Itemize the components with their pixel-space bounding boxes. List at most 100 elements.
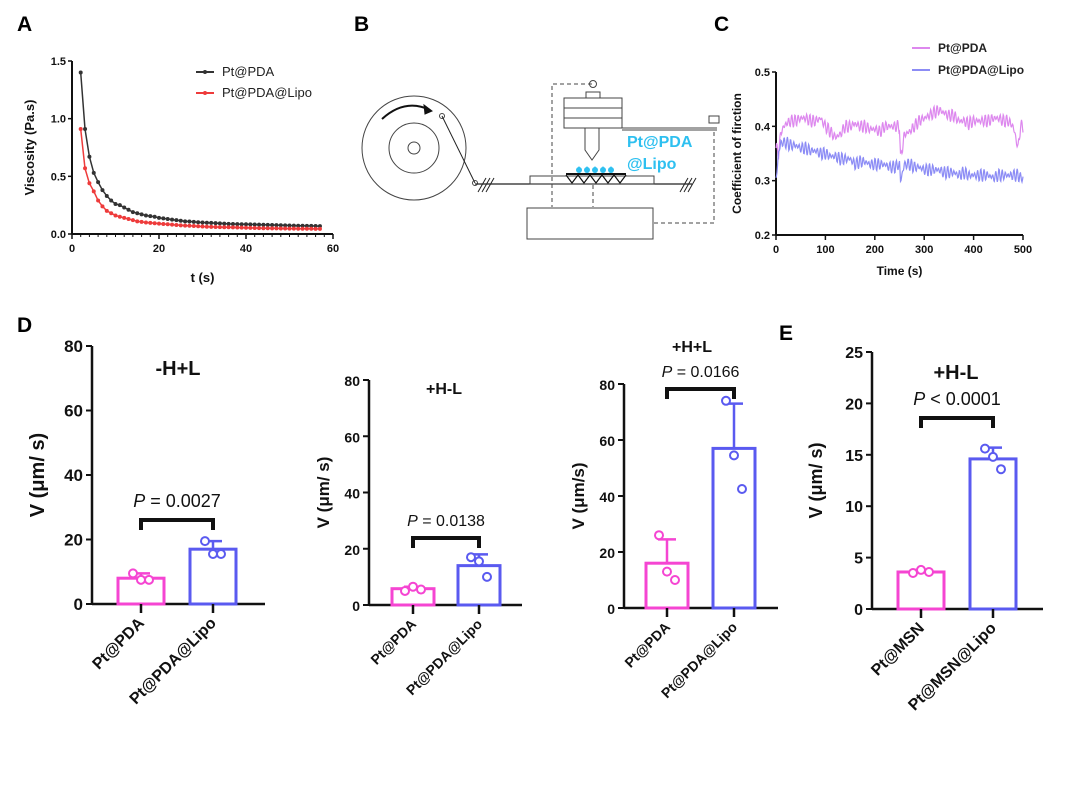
data-point <box>148 214 153 219</box>
p-value: < 0.0001 <box>925 389 1001 409</box>
arrow-head-icon <box>423 103 433 115</box>
data-point <box>239 222 244 227</box>
bar-pt-msn <box>896 570 946 611</box>
data-point <box>300 223 305 228</box>
data-point <box>300 226 305 231</box>
data-point <box>117 214 122 219</box>
x-category-label: Pt@PDA <box>367 616 419 668</box>
chart-title: -H+L <box>156 358 201 380</box>
data-point <box>139 212 144 217</box>
y-tick-label: 40 <box>599 489 615 505</box>
data-point <box>988 451 998 462</box>
x-tick-label: 0 <box>69 243 75 255</box>
data-point <box>729 450 739 461</box>
data-point <box>178 218 183 223</box>
panel-letter-a: A <box>17 13 32 36</box>
data-point <box>165 217 170 222</box>
data-point <box>104 208 109 213</box>
data-point <box>662 566 672 577</box>
data-point <box>122 215 127 220</box>
y-tick-label: 25 <box>845 345 863 362</box>
data-point <box>291 226 296 231</box>
diagram-label-line2: @Lipo <box>627 156 677 173</box>
p-symbol: P <box>662 364 673 381</box>
data-point <box>996 464 1006 475</box>
legend-label: Pt@PDA@Lipo <box>938 63 1024 77</box>
data-point <box>222 225 227 230</box>
data-point <box>165 222 170 227</box>
data-point <box>416 584 426 595</box>
bar-pt-pda-lipo <box>456 564 502 607</box>
base-block <box>526 207 654 240</box>
data-point <box>248 222 253 227</box>
significance-bracket <box>139 518 215 530</box>
chart-title: +H+L <box>672 339 712 356</box>
data-point <box>265 226 270 231</box>
data-point <box>208 549 218 560</box>
series-line-pt-pda-lipo <box>775 136 1024 185</box>
data-point <box>924 566 934 577</box>
disk-hub <box>407 141 421 155</box>
panel-letter-b: B <box>354 13 369 36</box>
data-point <box>230 225 235 230</box>
data-point <box>317 224 322 229</box>
connecting-rod <box>441 115 476 184</box>
y-tick-label: 0.0 <box>51 229 66 241</box>
data-point <box>204 224 209 229</box>
data-point <box>157 215 161 220</box>
fixed-support-right-icon <box>679 177 697 193</box>
y-axis-label: Coefficient of firction <box>730 93 744 214</box>
legend-label: Pt@PDA <box>938 41 987 55</box>
data-point <box>191 219 196 224</box>
data-point <box>278 223 283 228</box>
data-point <box>283 223 288 228</box>
data-point <box>265 222 270 227</box>
data-point <box>96 198 101 203</box>
legend-marker <box>203 91 207 95</box>
signal-wires <box>551 83 715 224</box>
data-point <box>178 223 183 228</box>
tribometer-diagram <box>361 80 720 240</box>
data-point <box>148 220 153 225</box>
data-point <box>313 226 318 231</box>
friction-chart: 0.2 0.3 0.4 0.5 0 100 200 300 400 500 Time (s) Coef… <box>730 41 1032 278</box>
data-point <box>213 221 218 226</box>
y-tick-label: 0.5 <box>755 67 770 79</box>
data-point <box>200 224 205 229</box>
y-tick-label: 20 <box>344 542 360 558</box>
y-tick-label: 80 <box>344 373 360 389</box>
significance-bracket <box>919 416 995 428</box>
data-point <box>161 216 166 221</box>
data-point <box>239 225 244 230</box>
data-point <box>274 223 279 228</box>
data-point <box>91 170 96 175</box>
data-point <box>283 226 288 231</box>
data-point <box>196 220 201 225</box>
data-point <box>261 226 266 231</box>
data-point <box>187 223 192 228</box>
y-tick-label: 10 <box>845 499 863 516</box>
y-tick-label: 0.4 <box>755 121 771 133</box>
load-head <box>563 97 623 129</box>
data-point <box>287 226 292 231</box>
load-cap <box>585 91 601 99</box>
data-point <box>139 219 144 224</box>
x-axis-label: Time (s) <box>877 264 923 278</box>
data-point <box>109 211 114 216</box>
data-point <box>183 223 188 228</box>
x-tick-label: 200 <box>866 244 884 256</box>
data-point <box>126 217 131 222</box>
data-point <box>296 226 301 231</box>
disk-inner <box>388 122 440 174</box>
data-point <box>109 198 114 203</box>
p-value-label: P = 0.0138 <box>407 513 485 530</box>
legend-marker <box>203 70 207 74</box>
p-value: = 0.0166 <box>672 364 739 381</box>
disk-outer <box>361 95 467 201</box>
data-point <box>304 226 309 231</box>
x-tick-label: 40 <box>240 243 252 255</box>
data-point <box>916 564 926 575</box>
data-point <box>309 223 314 228</box>
